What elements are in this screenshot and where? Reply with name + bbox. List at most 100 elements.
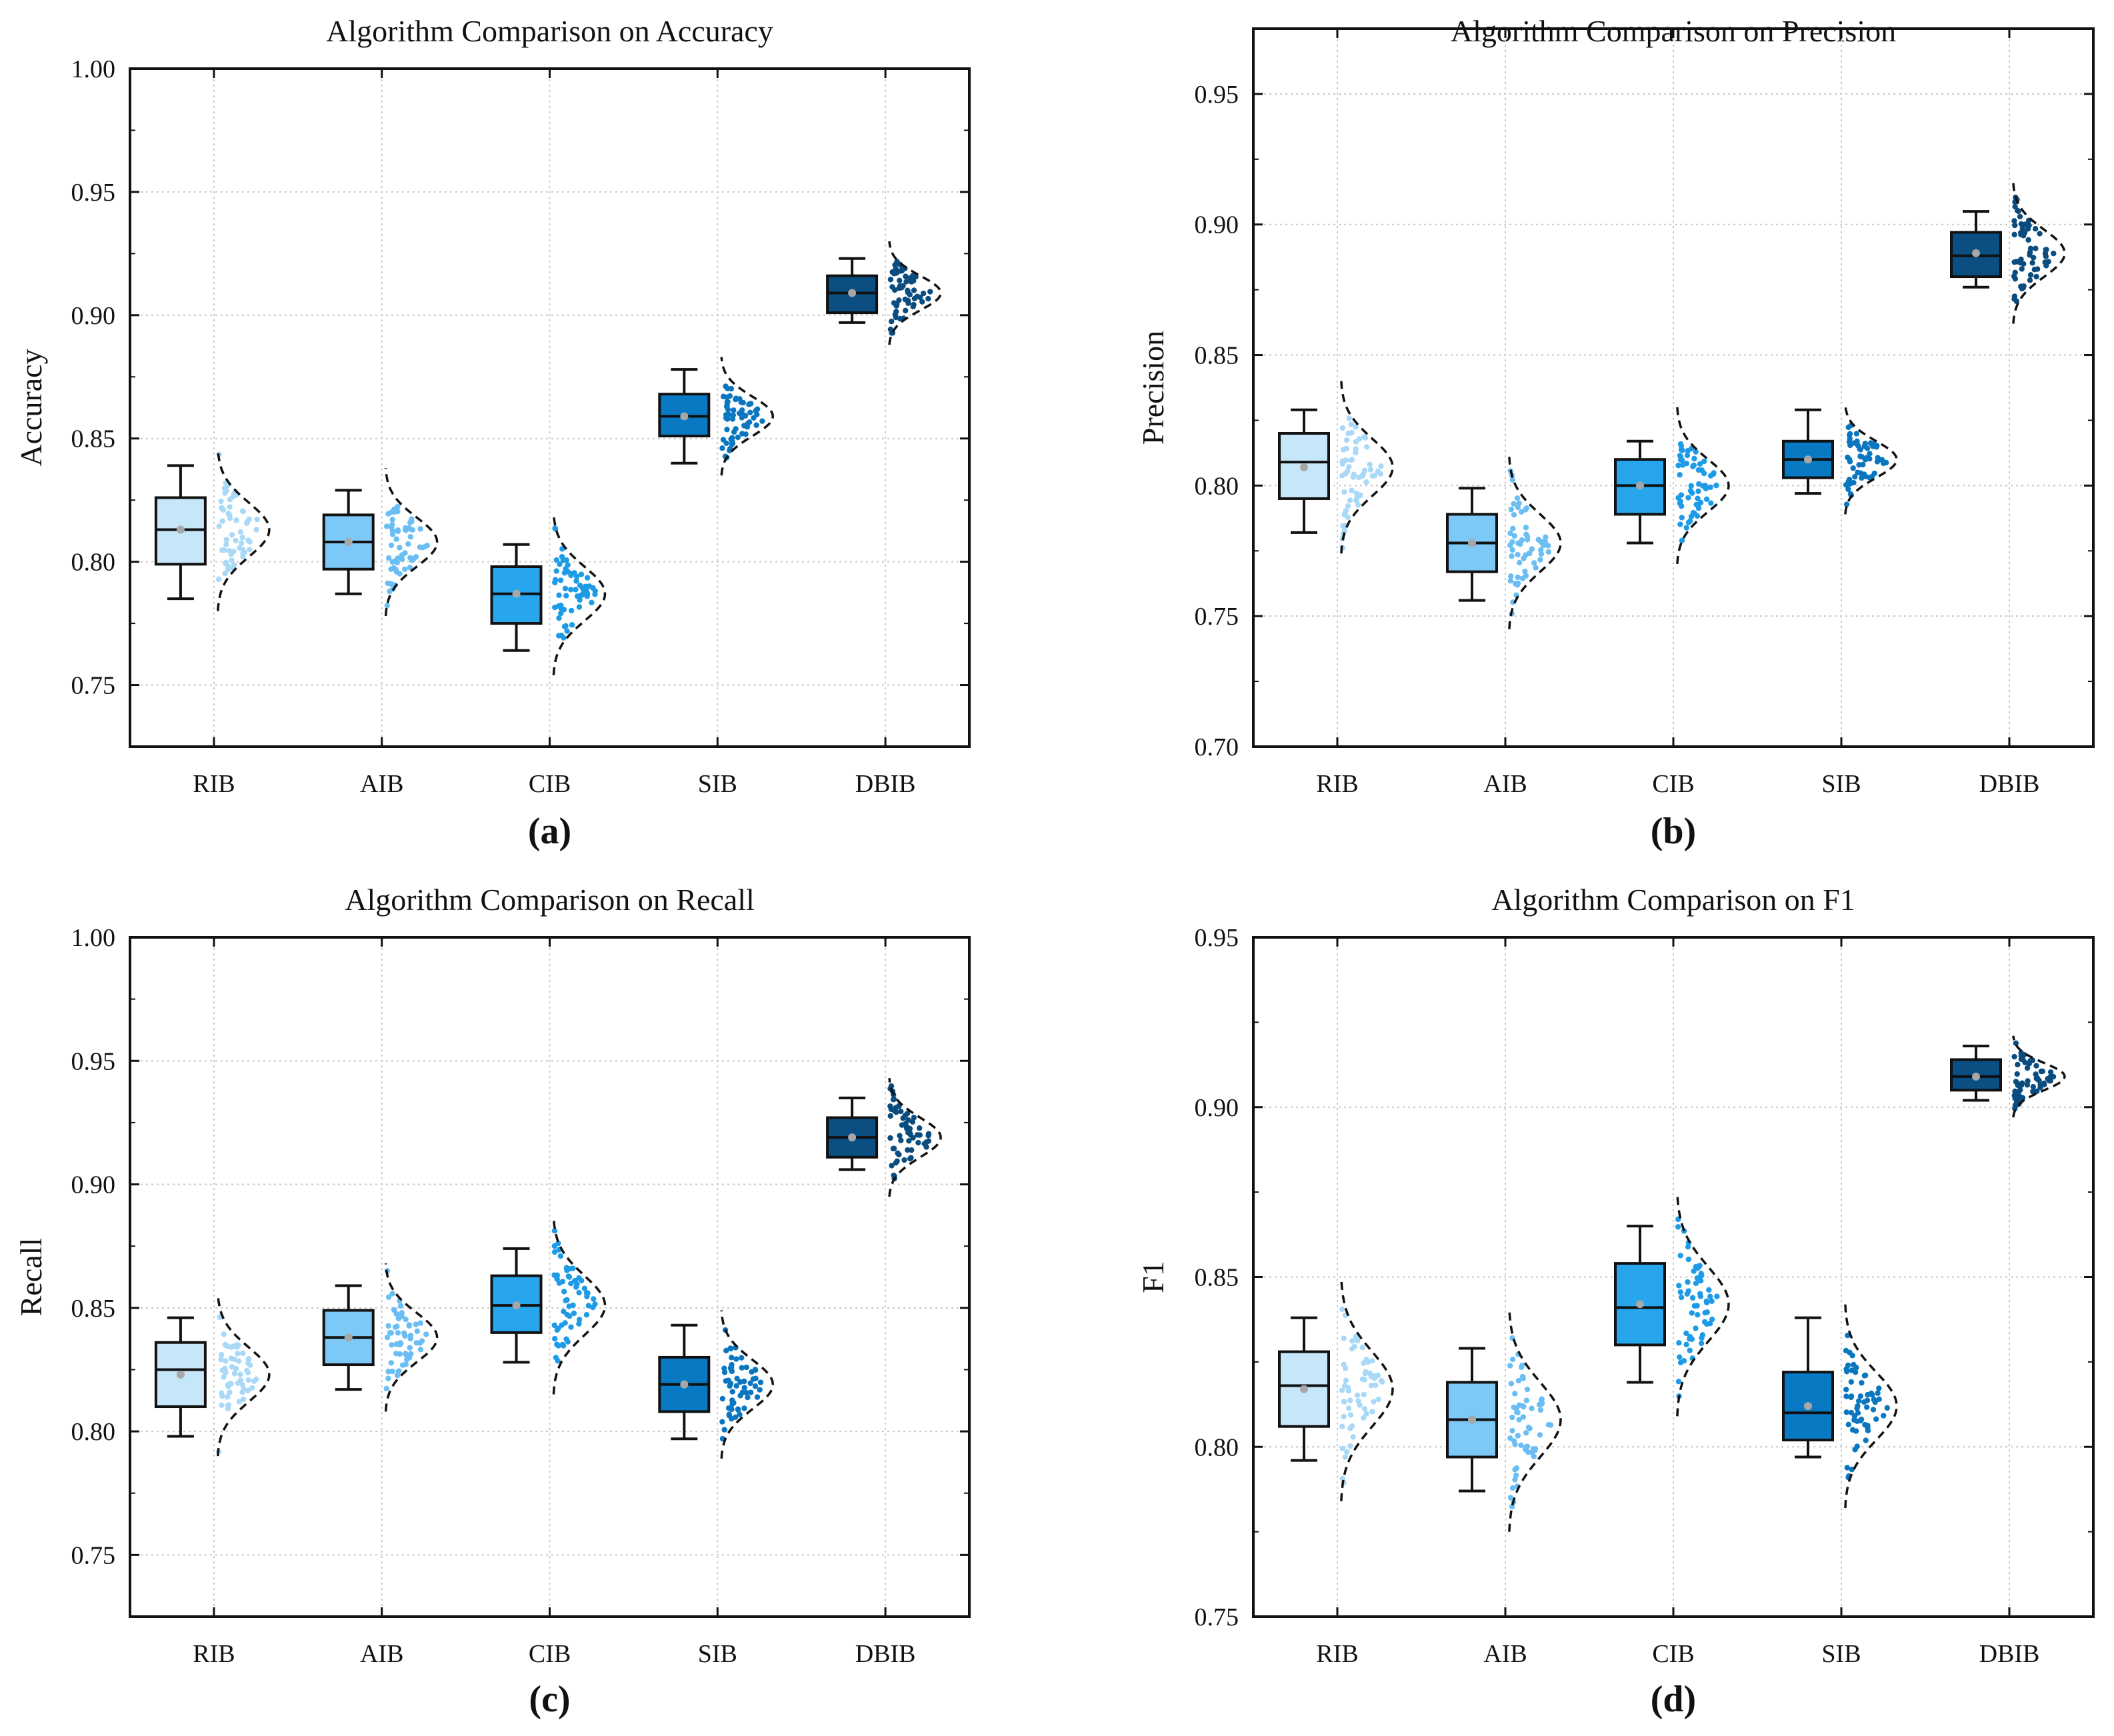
data-point [237, 545, 243, 551]
data-point [573, 1284, 579, 1290]
data-point [1685, 1279, 1691, 1285]
data-point [557, 1253, 564, 1259]
data-point [1339, 425, 1346, 431]
data-point [1845, 486, 1851, 493]
data-point [927, 289, 933, 295]
data-point [1509, 553, 1515, 559]
data-point [1353, 490, 1360, 497]
data-point [1703, 1299, 1710, 1306]
data-point [563, 1336, 569, 1342]
data-point [921, 1141, 927, 1147]
data-point [1850, 465, 1856, 471]
data-point [1689, 490, 1695, 496]
data-point [225, 1402, 231, 1409]
data-point [404, 1357, 410, 1363]
data-point [1344, 1449, 1350, 1455]
mean-marker [176, 525, 185, 534]
data-point [1863, 1437, 1869, 1443]
data-point [1857, 447, 1863, 453]
y-tick-label: 0.80 [71, 549, 116, 577]
data-point [1843, 1393, 1849, 1399]
data-point [1346, 464, 1352, 470]
data-point [1342, 446, 1348, 452]
data-point [227, 1381, 233, 1387]
data-point [1515, 551, 1521, 558]
data-point [891, 1108, 898, 1114]
data-point [747, 1389, 754, 1395]
data-point [1523, 552, 1529, 558]
data-point [726, 1411, 733, 1417]
data-point [563, 593, 569, 599]
data-point [219, 518, 225, 524]
data-point [1695, 467, 1702, 473]
data-point [747, 401, 754, 407]
data-point [2012, 203, 2018, 210]
data-point [399, 556, 405, 562]
x-tick-label-aib: AIB [1483, 1640, 1527, 1668]
data-point [403, 1351, 409, 1357]
data-point [554, 1327, 560, 1333]
data-point [1339, 1306, 1345, 1313]
data-point [227, 504, 233, 510]
data-point [896, 297, 902, 303]
data-point [1518, 1442, 1524, 1449]
data-point [2033, 1071, 2039, 1077]
data-point [1341, 489, 1347, 495]
y-tick-label: 0.75 [1195, 603, 1239, 631]
data-point [2027, 272, 2034, 278]
data-point [911, 287, 917, 293]
data-point [1531, 1453, 1537, 1459]
data-point [413, 553, 419, 560]
data-point [752, 1383, 759, 1389]
data-point [1854, 1443, 1860, 1449]
data-point [216, 523, 222, 529]
data-point [222, 1341, 228, 1348]
data-point [235, 1380, 241, 1386]
data-point [556, 633, 562, 639]
y-tick-label: 0.75 [71, 1541, 116, 1569]
panel-3: Algorithm Comparison on Recall Recall (c) 0… [14, 883, 971, 1720]
data-point [1347, 1443, 1353, 1449]
data-point [245, 1377, 252, 1383]
data-point [385, 1369, 391, 1375]
data-point [1516, 1402, 1523, 1408]
data-point [397, 1340, 403, 1346]
x-tick-label-rib: RIB [193, 770, 235, 798]
data-point [897, 315, 903, 322]
data-point [1695, 488, 1701, 495]
mean-marker [680, 412, 689, 421]
data-point [1512, 1467, 1518, 1473]
data-point [1543, 534, 1549, 541]
data-point [407, 565, 413, 571]
data-point [559, 1341, 566, 1348]
data-point [1519, 1363, 1525, 1369]
data-point [1339, 1423, 1345, 1429]
data-point [223, 541, 229, 547]
data-point [729, 416, 736, 422]
x-tick-label-dbib: DBIB [855, 1640, 916, 1668]
x-tick-label-dbib: DBIB [1979, 770, 2040, 798]
data-point [1843, 1387, 1849, 1393]
data-point [391, 509, 397, 515]
data-point [1363, 1411, 1369, 1417]
data-point [1349, 457, 1355, 463]
data-point [581, 1285, 588, 1291]
data-point [1512, 581, 1519, 587]
data-point [1363, 444, 1370, 450]
data-point [1699, 1335, 1705, 1341]
data-point [1684, 1291, 1690, 1297]
data-point [389, 559, 395, 565]
data-point [1538, 539, 1545, 545]
data-point [724, 416, 731, 422]
data-point [1507, 530, 1513, 537]
data-point [585, 1303, 592, 1309]
data-point [2027, 245, 2034, 252]
data-point [245, 1387, 251, 1393]
data-point [568, 572, 574, 579]
data-point [897, 268, 903, 274]
data-point [889, 284, 895, 290]
data-point [219, 1393, 225, 1399]
data-point [904, 1111, 911, 1117]
y-tick-label: 0.75 [71, 672, 116, 700]
density-curve [1676, 407, 1730, 565]
